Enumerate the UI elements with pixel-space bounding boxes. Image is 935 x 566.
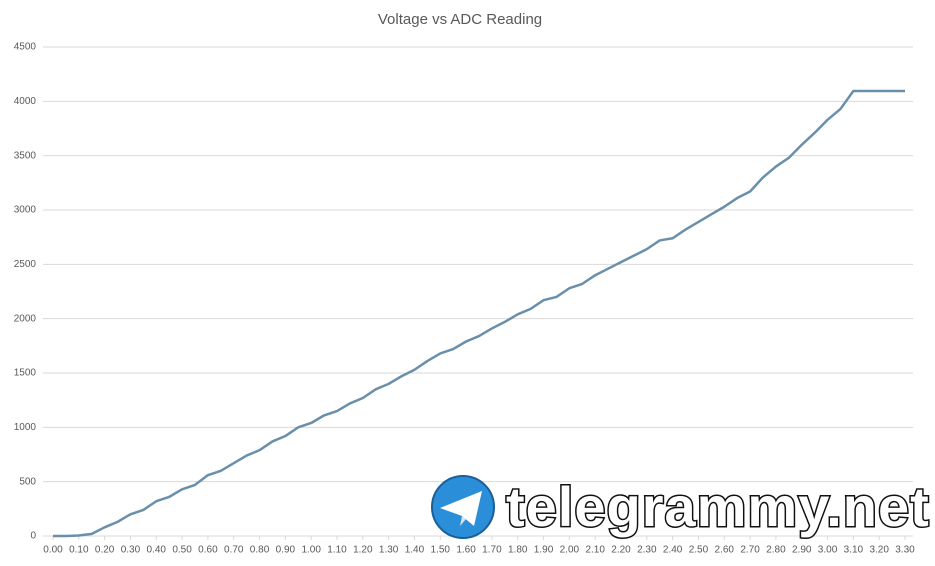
y-tick-label: 4500 bbox=[14, 42, 37, 53]
x-tick-label: 1.20 bbox=[353, 545, 373, 556]
x-tick-label: 3.20 bbox=[869, 545, 889, 556]
x-tick-label: 2.30 bbox=[637, 545, 657, 556]
x-tick-label: 0.30 bbox=[121, 545, 141, 556]
watermark-text: telegrammy.net bbox=[505, 474, 931, 540]
x-tick-label: 1.10 bbox=[327, 545, 347, 556]
x-tick-label: 0.40 bbox=[147, 545, 167, 556]
x-tick-label: 0.00 bbox=[43, 545, 63, 556]
x-tick-label: 1.60 bbox=[456, 545, 476, 556]
x-tick-label: 2.00 bbox=[560, 545, 580, 556]
x-tick-label: 0.60 bbox=[198, 545, 218, 556]
chart-title: Voltage vs ADC Reading bbox=[378, 11, 542, 28]
y-tick-label: 4000 bbox=[14, 96, 37, 107]
x-tick-label: 1.30 bbox=[379, 545, 399, 556]
x-tick-label: 0.70 bbox=[224, 545, 244, 556]
x-tick-label: 2.60 bbox=[715, 545, 735, 556]
y-tick-label: 500 bbox=[19, 476, 36, 487]
x-tick-label: 1.80 bbox=[508, 545, 528, 556]
watermark: telegrammy.net bbox=[430, 472, 930, 542]
x-tick-label: 2.80 bbox=[766, 545, 786, 556]
y-tick-label: 1000 bbox=[14, 422, 37, 433]
x-tick-label: 2.10 bbox=[585, 545, 605, 556]
x-tick-label: 3.00 bbox=[818, 545, 838, 556]
y-tick-label: 2500 bbox=[14, 259, 37, 270]
y-tick-label: 2000 bbox=[14, 313, 37, 324]
x-tick-label: 0.90 bbox=[276, 545, 296, 556]
x-tick-label: 2.40 bbox=[663, 545, 683, 556]
x-tick-label: 0.50 bbox=[172, 545, 192, 556]
data-line bbox=[53, 89, 905, 538]
watermark-logo bbox=[431, 475, 495, 539]
x-tick-label: 2.90 bbox=[792, 545, 812, 556]
x-tick-label: 3.30 bbox=[895, 545, 915, 556]
x-tick-label: 1.40 bbox=[405, 545, 425, 556]
y-tick-label: 3000 bbox=[14, 205, 37, 216]
x-tick-label: 3.10 bbox=[844, 545, 864, 556]
x-tick-label: 1.00 bbox=[301, 545, 321, 556]
x-tick-label: 1.70 bbox=[482, 545, 502, 556]
x-tick-label: 0.20 bbox=[95, 545, 115, 556]
x-tick-label: 1.50 bbox=[431, 545, 451, 556]
y-tick-label: 1500 bbox=[14, 368, 37, 379]
x-tick-label: 2.20 bbox=[611, 545, 631, 556]
x-tick-label: 2.70 bbox=[740, 545, 760, 556]
y-tick-label: 3500 bbox=[14, 150, 37, 161]
x-tick-label: 1.90 bbox=[534, 545, 554, 556]
x-tick-label: 0.80 bbox=[250, 545, 270, 556]
x-tick-label: 2.50 bbox=[689, 545, 709, 556]
y-tick-label: 0 bbox=[30, 531, 36, 542]
x-tick-label: 0.10 bbox=[69, 545, 89, 556]
